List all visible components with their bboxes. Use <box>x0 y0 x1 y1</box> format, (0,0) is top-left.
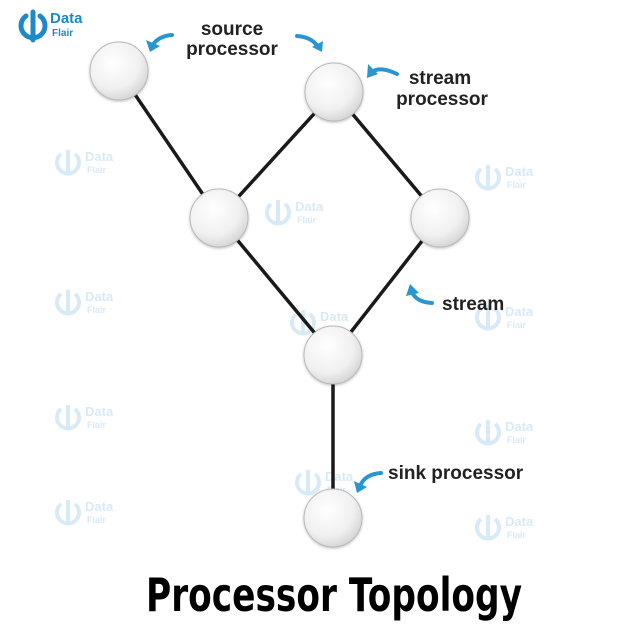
watermark-text-flair: Flair <box>507 530 527 540</box>
label-stream-processor-line2: processor <box>396 89 488 110</box>
watermark-text-data: Data <box>325 469 354 484</box>
edge-left-to-merge <box>217 216 335 357</box>
watermark-text-flair: Flair <box>87 515 107 525</box>
dataflair-logo: Data Flair <box>18 9 83 43</box>
logo-text-flair: Flair <box>52 28 73 39</box>
label-source-processor-line2: processor <box>186 39 278 60</box>
watermark-text-data: Data <box>505 164 534 179</box>
watermark-text-data: Data <box>295 199 324 214</box>
label-stream-processor-line1: stream <box>409 68 471 89</box>
node-right-middle-processor <box>410 188 470 248</box>
watermark-text-flair: Flair <box>297 215 317 225</box>
watermark-text-data: Data <box>505 514 534 529</box>
watermark-text-flair: Flair <box>507 435 527 445</box>
nodes-group <box>89 41 470 548</box>
edge-source-to-left <box>117 69 221 220</box>
watermark-text-data: Data <box>85 149 114 164</box>
diagram-title: Processor Topology <box>146 568 522 622</box>
label-source-processor-line1: source <box>201 19 263 40</box>
arrow-to-stream-processor-from-source-label-icon <box>295 34 323 52</box>
arrows-group <box>146 33 434 493</box>
watermark-text-data: Data <box>320 309 349 324</box>
logo-text-data: Data <box>50 10 83 27</box>
label-stream: stream <box>442 294 504 315</box>
watermark-text-flair: Flair <box>507 180 527 190</box>
arrow-to-stream-edge-icon <box>406 284 434 305</box>
node-merge-processor <box>303 325 363 385</box>
arrow-to-sink-processor-icon <box>354 471 383 493</box>
watermark-text-data: Data <box>505 419 534 434</box>
watermark-text-data: Data <box>85 404 114 419</box>
labels-group: source processor stream processor stream… <box>186 19 524 484</box>
watermark-text-data: Data <box>85 289 114 304</box>
arrow-to-source-processor-icon <box>146 33 174 52</box>
arrow-to-stream-processor-icon <box>367 64 399 78</box>
node-stream-processor-top <box>304 62 364 122</box>
dataflair-logo-icon <box>18 9 48 43</box>
node-left-middle-processor <box>189 188 249 248</box>
edges-group <box>117 69 442 520</box>
watermark-text-flair: Flair <box>87 305 107 315</box>
watermark-text-flair: Flair <box>87 420 107 430</box>
node-source-processor <box>89 41 149 101</box>
watermark-text-flair: Flair <box>507 320 527 330</box>
watermark-text-data: Data <box>85 499 114 514</box>
label-sink-processor: sink processor <box>388 463 524 484</box>
watermark-text-flair: Flair <box>87 165 107 175</box>
watermark-text-data: Data <box>505 304 534 319</box>
node-sink-processor <box>303 488 363 548</box>
